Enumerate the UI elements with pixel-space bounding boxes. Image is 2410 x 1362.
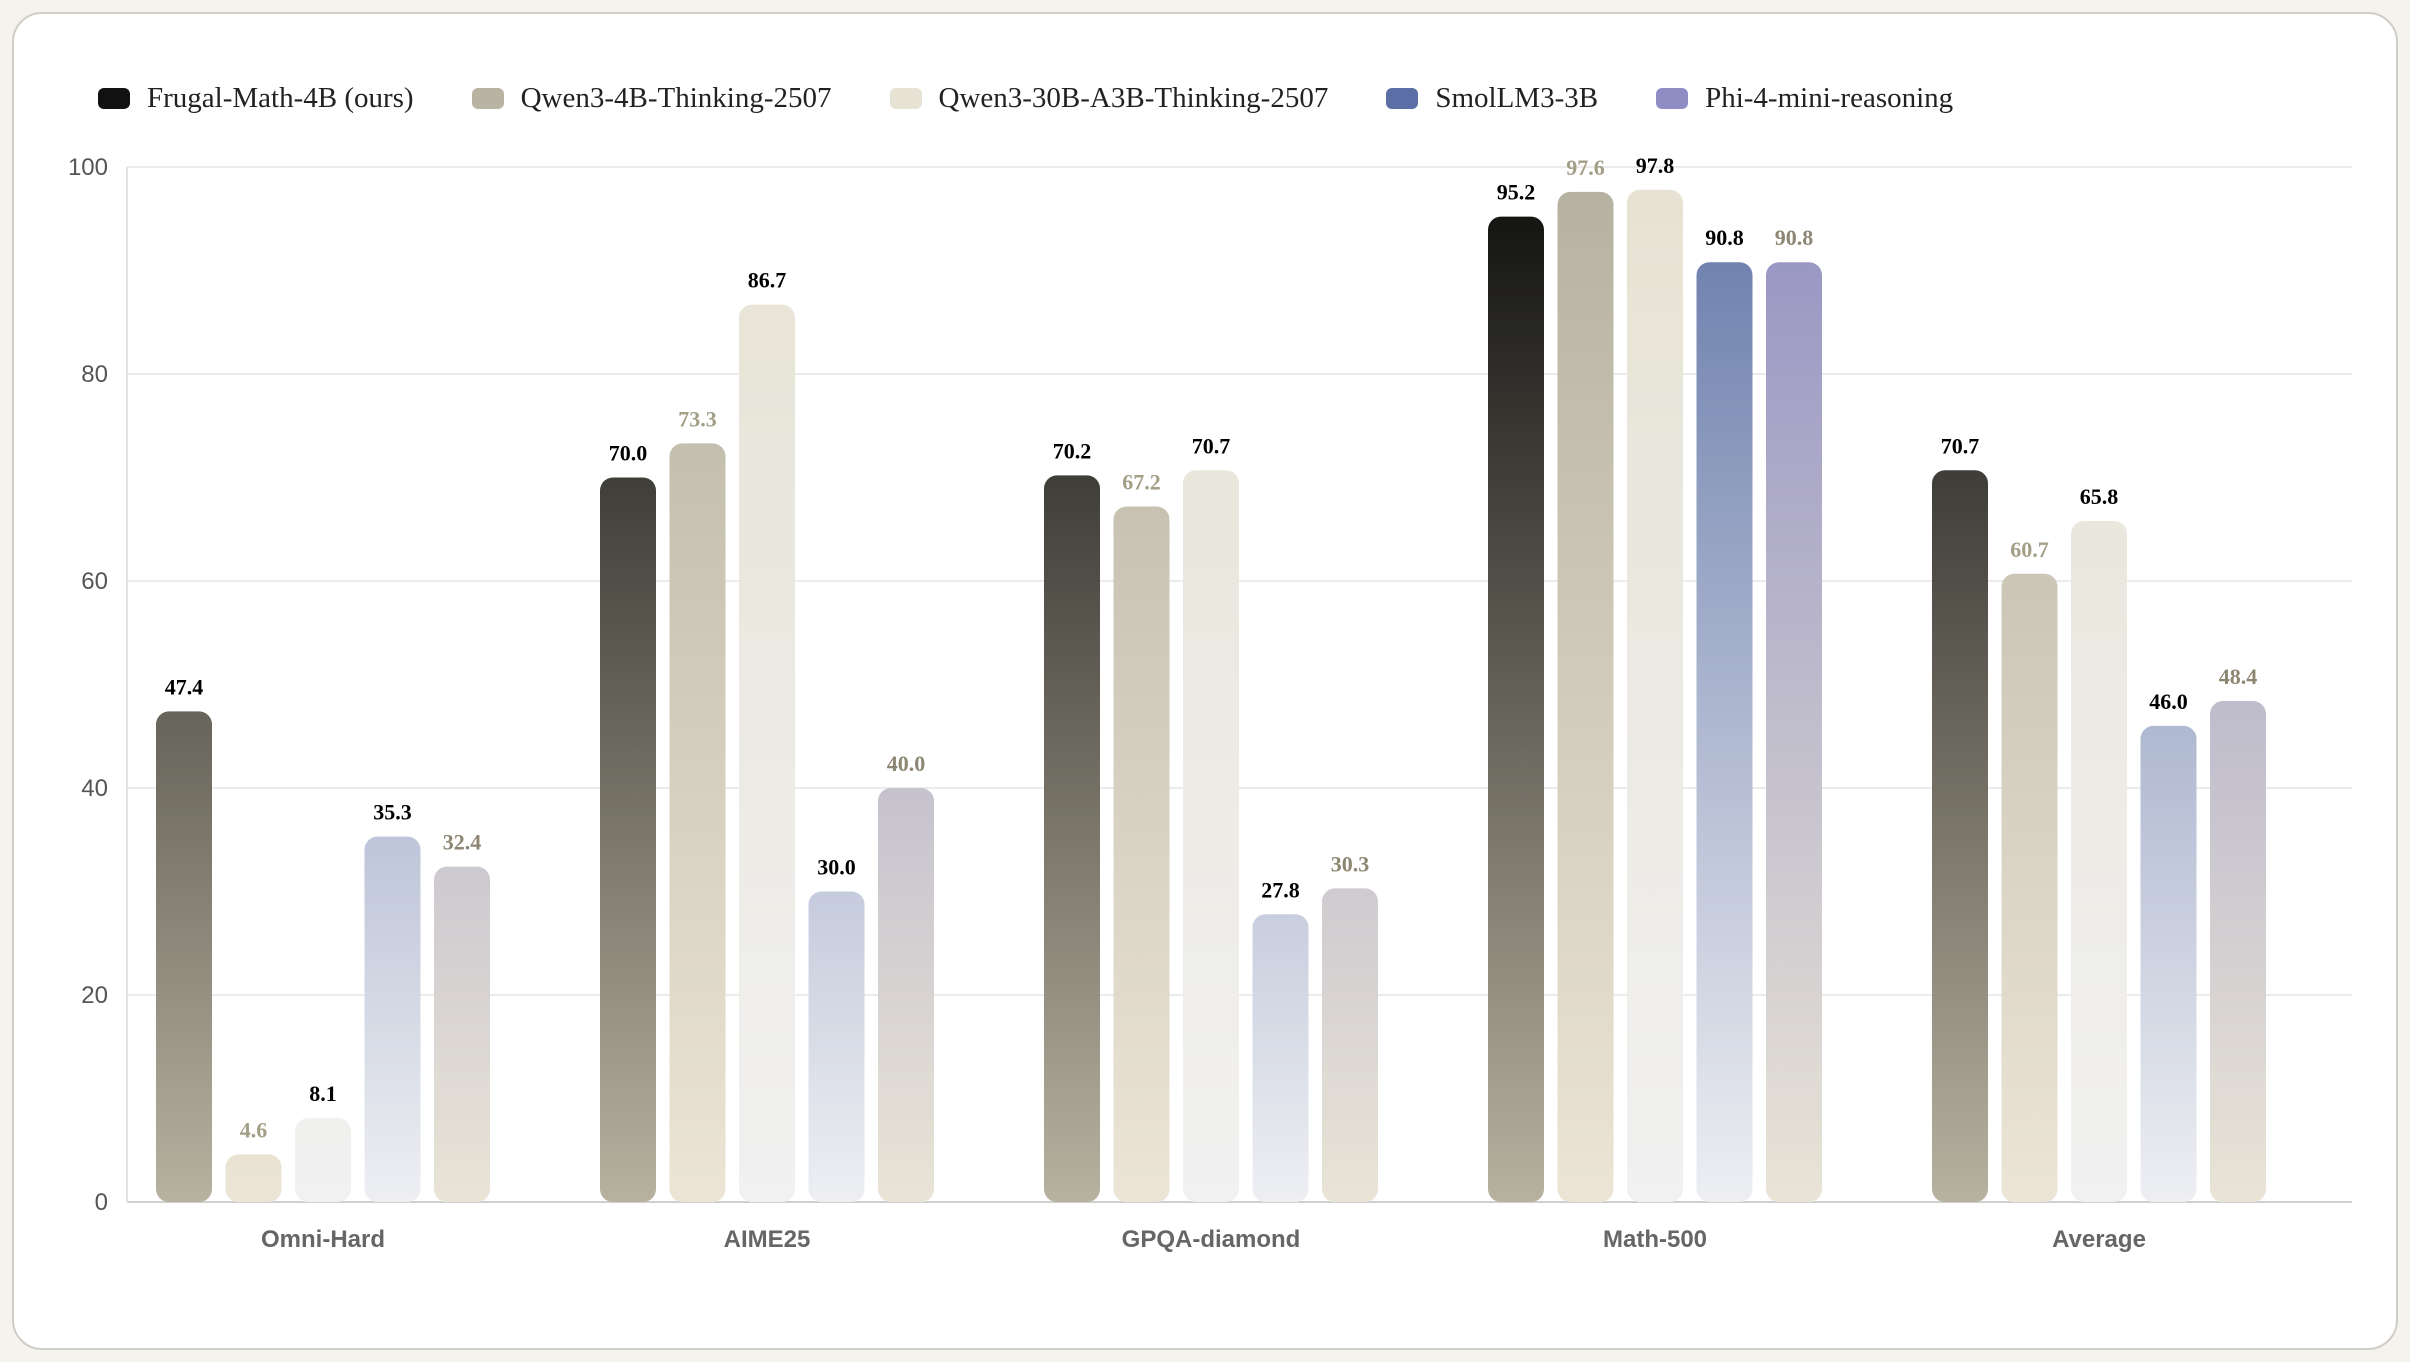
legend-item[interactable]: Phi-4-mini-reasoning bbox=[1656, 82, 1953, 115]
bar[interactable] bbox=[1932, 470, 1988, 1202]
data-label: 70.2 bbox=[1053, 438, 1092, 463]
y-tick-label: 60 bbox=[81, 568, 108, 595]
bar[interactable] bbox=[1488, 216, 1544, 1202]
data-label: 90.8 bbox=[1775, 225, 1814, 250]
legend-label: SmolLM3-3B bbox=[1435, 82, 1599, 114]
legend-item[interactable]: SmolLM3-3B bbox=[1386, 82, 1598, 115]
y-tick-label: 40 bbox=[81, 775, 108, 802]
bar[interactable] bbox=[225, 1154, 282, 1202]
bar[interactable] bbox=[739, 304, 795, 1202]
bar[interactable] bbox=[669, 443, 726, 1203]
data-label: 4.6 bbox=[240, 1117, 268, 1142]
bar[interactable] bbox=[364, 836, 421, 1202]
x-tick-label: Math-500 bbox=[1603, 1226, 1707, 1253]
bar[interactable] bbox=[2140, 725, 2197, 1202]
data-label: 95.2 bbox=[1497, 180, 1536, 205]
bar[interactable] bbox=[2210, 701, 2266, 1202]
bar[interactable] bbox=[878, 788, 934, 1202]
bar[interactable] bbox=[808, 891, 865, 1203]
x-tick-label: GPQA-diamond bbox=[1122, 1226, 1301, 1253]
bar[interactable] bbox=[2071, 520, 2127, 1202]
data-label: 46.0 bbox=[2149, 689, 2188, 714]
bar[interactable] bbox=[1183, 470, 1239, 1202]
bar[interactable] bbox=[600, 477, 656, 1203]
bar[interactable] bbox=[1113, 506, 1170, 1203]
data-label: 32.4 bbox=[443, 830, 482, 855]
bar[interactable] bbox=[434, 866, 490, 1202]
y-tick-label: 0 bbox=[95, 1189, 108, 1216]
legend-item[interactable]: Qwen3-4B-Thinking-2507 bbox=[471, 82, 832, 115]
data-label: 97.8 bbox=[1636, 153, 1675, 178]
legend-swatch bbox=[1656, 88, 1689, 109]
x-tick-label: AIME25 bbox=[724, 1226, 811, 1253]
y-tick-label: 80 bbox=[81, 361, 108, 388]
bar[interactable] bbox=[1627, 189, 1683, 1202]
legend-swatch bbox=[889, 88, 922, 109]
data-label: 67.2 bbox=[1122, 469, 1161, 494]
data-label: 60.7 bbox=[2010, 537, 2049, 562]
y-tick-label: 100 bbox=[68, 154, 108, 181]
legend-swatch bbox=[471, 88, 504, 109]
bar[interactable] bbox=[1044, 475, 1100, 1202]
data-label: 35.3 bbox=[373, 800, 412, 825]
data-label: 40.0 bbox=[887, 751, 926, 776]
x-tick-label: Omni-Hard bbox=[261, 1226, 385, 1253]
data-label: 47.4 bbox=[165, 674, 204, 699]
data-label: 48.4 bbox=[2219, 664, 2258, 689]
y-tick-label: 20 bbox=[81, 982, 108, 1009]
data-label: 70.7 bbox=[1192, 433, 1231, 458]
data-label: 90.8 bbox=[1705, 225, 1744, 250]
data-label: 73.3 bbox=[678, 406, 717, 431]
data-label: 30.0 bbox=[817, 855, 856, 880]
data-label: 27.8 bbox=[1261, 877, 1300, 902]
data-label: 97.6 bbox=[1566, 155, 1605, 180]
data-label: 70.7 bbox=[1941, 433, 1980, 458]
data-label: 65.8 bbox=[2080, 484, 2119, 509]
legend: Frugal-Math-4B (ours) Qwen3-4B-Thinking-2… bbox=[98, 82, 2011, 115]
legend-label: Phi-4-mini-reasoning bbox=[1705, 82, 1954, 114]
x-tick-label: Average bbox=[2052, 1226, 2146, 1253]
data-label: 8.1 bbox=[309, 1081, 337, 1106]
bar[interactable] bbox=[1557, 191, 1614, 1203]
bar[interactable] bbox=[1696, 262, 1753, 1203]
legend-label: Qwen3-4B-Thinking-2507 bbox=[520, 82, 832, 114]
bar[interactable] bbox=[2001, 573, 2058, 1202]
bar[interactable] bbox=[1766, 262, 1822, 1203]
legend-swatch bbox=[1386, 88, 1419, 109]
bar[interactable] bbox=[156, 711, 212, 1202]
data-label: 86.7 bbox=[748, 268, 787, 293]
legend-item[interactable]: Frugal-Math-4B (ours) bbox=[98, 82, 414, 115]
bar[interactable] bbox=[295, 1118, 351, 1202]
legend-label: Qwen3-30B-A3B-Thinking-2507 bbox=[938, 82, 1329, 114]
legend-label: Frugal-Math-4B (ours) bbox=[147, 82, 414, 114]
legend-item[interactable]: Qwen3-30B-A3B-Thinking-2507 bbox=[889, 82, 1329, 115]
data-label: 30.3 bbox=[1331, 851, 1370, 876]
legend-swatch bbox=[98, 88, 130, 109]
bar[interactable] bbox=[1252, 914, 1309, 1202]
bar[interactable] bbox=[1322, 888, 1378, 1202]
data-label: 70.0 bbox=[609, 441, 648, 466]
